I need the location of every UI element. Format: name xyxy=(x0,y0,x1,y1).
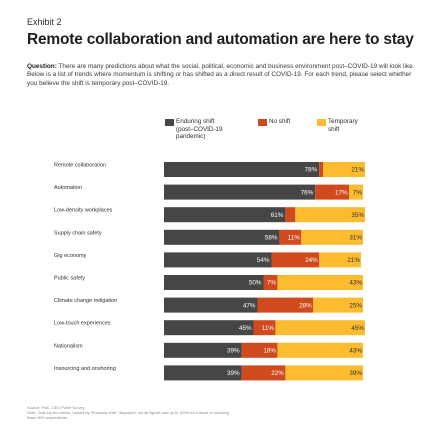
bar-enduring-gig-economy xyxy=(164,252,272,268)
bar-label-temporary-climate-change-mitigation: 25% xyxy=(349,302,362,309)
bar-temporary-low-touch-experiences xyxy=(275,320,365,336)
bar-no-shift-low-touch-experiences xyxy=(253,320,276,336)
bar-label-no-shift-public-safety: 7% xyxy=(267,280,277,287)
bar-label-temporary-insourcing-and-onshoring: 39% xyxy=(349,370,362,377)
bar-no-shift-climate-change-mitigation xyxy=(257,297,314,313)
question-label: Question: xyxy=(27,63,57,70)
bar-label-temporary-nationalism: 43% xyxy=(349,348,362,355)
bar-label-temporary-remote-collaboration: 21% xyxy=(351,167,364,174)
footer-notes: Source: PwC, CEO Panel Survey Note: Only… xyxy=(27,405,230,421)
bar-label-no-shift-gig-economy: 24% xyxy=(305,257,318,264)
footer-source: Source: PwC, CEO Panel Survey xyxy=(27,405,85,410)
bar-label-enduring-supply-chain-safety: 58% xyxy=(265,235,278,242)
legend-label-no-shift: No shift xyxy=(269,118,291,125)
category-label-climate-change-mitigation: Climate change mitigation xyxy=(54,298,117,304)
bar-no-shift-gig-economy xyxy=(271,252,320,268)
bar-enduring-remote-collaboration xyxy=(164,162,320,177)
bar-label-temporary-gig-economy: 21% xyxy=(347,257,360,264)
exhibit-label: Exhibit 2 xyxy=(27,17,62,27)
bar-label-no-shift-insourcing-and-onshoring: 22% xyxy=(271,370,284,377)
bar-enduring-public-safety xyxy=(164,275,264,290)
bar-label-temporary-public-safety: 43% xyxy=(349,280,362,287)
question-body: There are many predictions about what th… xyxy=(27,63,415,87)
bar-label-no-shift-supply-chain-safety: 11% xyxy=(288,235,301,242)
bar-label-enduring-climate-change-mitigation: 47% xyxy=(243,302,256,309)
legend-swatch-temporary xyxy=(317,119,326,126)
bar-temporary-gig-economy xyxy=(319,252,362,268)
bar-temporary-public-safety xyxy=(277,275,364,290)
chart-title: Remote collaboration and automation are … xyxy=(27,31,414,48)
category-label-public-safety: Public safety xyxy=(54,276,85,282)
bar-no-shift-nationalism xyxy=(241,342,278,358)
category-label-remote-collaboration: Remote collaboration xyxy=(54,163,106,169)
bar-label-no-shift-climate-change-mitigation: 28% xyxy=(299,302,312,309)
bar-no-shift-automation xyxy=(315,184,350,200)
bar-label-enduring-low-touch-experiences: 45% xyxy=(239,325,252,332)
legend-label-enduring: Enduring shift (post–COVID-19 pandemic) xyxy=(176,118,223,141)
bar-enduring-automation xyxy=(164,184,316,200)
bar-label-enduring-public-safety: 50% xyxy=(249,280,262,287)
bar-enduring-insourcing-and-onshoring xyxy=(164,365,242,381)
bar-label-enduring-nationalism: 39% xyxy=(227,348,240,355)
category-label-nationalism: Nationalism xyxy=(54,343,83,349)
bar-temporary-insourcing-and-onshoring xyxy=(285,365,364,381)
bar-temporary-nationalism xyxy=(277,342,364,358)
bar-temporary-supply-chain-safety xyxy=(301,229,364,245)
bar-enduring-low-density-workplaces xyxy=(164,207,286,223)
bar-label-enduring-low-density-workplaces: 61% xyxy=(271,212,284,219)
bar-label-no-shift-nationalism: 18% xyxy=(263,348,276,355)
bar-label-temporary-supply-chain-safety: 31% xyxy=(349,235,362,242)
question-text: Question: There are many predictions abo… xyxy=(27,63,422,88)
bar-no-shift-insourcing-and-onshoring xyxy=(241,365,286,381)
bar-label-enduring-remote-collaboration: 78% xyxy=(305,167,318,174)
bar-enduring-nationalism xyxy=(164,342,242,358)
legend-swatch-no-shift xyxy=(258,119,267,126)
bar-temporary-climate-change-mitigation xyxy=(313,297,364,313)
category-label-low-touch-experiences: Low-touch experiences xyxy=(54,321,111,327)
bar-label-no-shift-automation: 17% xyxy=(335,189,348,196)
bar-enduring-supply-chain-safety xyxy=(164,229,280,245)
bar-label-enduring-automation: 76% xyxy=(301,189,314,196)
bar-temporary-automation xyxy=(349,184,364,200)
category-label-insourcing-and-onshoring: Insourcing and onshoring xyxy=(54,366,116,372)
footer-base: Base: 699 respondents xyxy=(27,415,68,421)
bar-label-temporary-automation: 7% xyxy=(353,189,363,196)
category-label-automation: Automation xyxy=(54,185,82,191)
legend-swatch-enduring xyxy=(165,119,174,126)
bar-label-enduring-insourcing-and-onshoring: 39% xyxy=(227,370,240,377)
bar-temporary-remote-collaboration xyxy=(323,162,365,177)
category-label-low-density-workplaces: Low-density workplaces xyxy=(54,208,113,214)
bar-enduring-low-touch-experiences xyxy=(164,320,254,336)
bar-label-temporary-low-density-workplaces: 35% xyxy=(351,212,364,219)
bar-label-temporary-low-touch-experiences: 45% xyxy=(351,325,364,332)
bar-label-enduring-gig-economy: 54% xyxy=(257,257,270,264)
footer-note: Note: Only top ten trends, ranked by “En… xyxy=(27,410,230,416)
bar-enduring-climate-change-mitigation xyxy=(164,297,258,313)
bar-no-shift-public-safety xyxy=(263,275,278,290)
bar-label-no-shift-low-touch-experiences: 11% xyxy=(262,325,275,332)
category-label-supply-chain-safety: Supply chain safety xyxy=(54,230,102,236)
bar-temporary-low-density-workplaces xyxy=(295,207,365,223)
bar-no-shift-supply-chain-safety xyxy=(279,229,302,245)
bar-no-shift-remote-collaboration xyxy=(319,162,324,177)
category-label-gig-economy: Gig economy xyxy=(54,253,87,259)
legend-label-temporary: Temporary shift xyxy=(328,118,358,133)
bar-no-shift-low-density-workplaces xyxy=(285,207,296,223)
